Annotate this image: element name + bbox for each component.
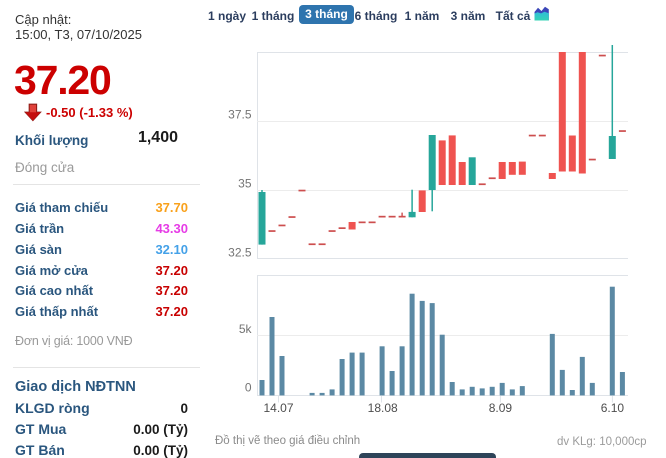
svg-text:37.5: 37.5	[228, 108, 252, 122]
svg-text:18.08: 18.08	[368, 401, 398, 415]
svg-text:14.07: 14.07	[263, 401, 293, 415]
svg-text:8.09: 8.09	[489, 401, 513, 415]
svg-text:32.5: 32.5	[228, 246, 252, 260]
svg-text:0: 0	[245, 381, 252, 395]
svg-text:5k: 5k	[239, 322, 253, 336]
svg-text:35: 35	[238, 177, 252, 191]
svg-text:6.10: 6.10	[601, 401, 625, 415]
